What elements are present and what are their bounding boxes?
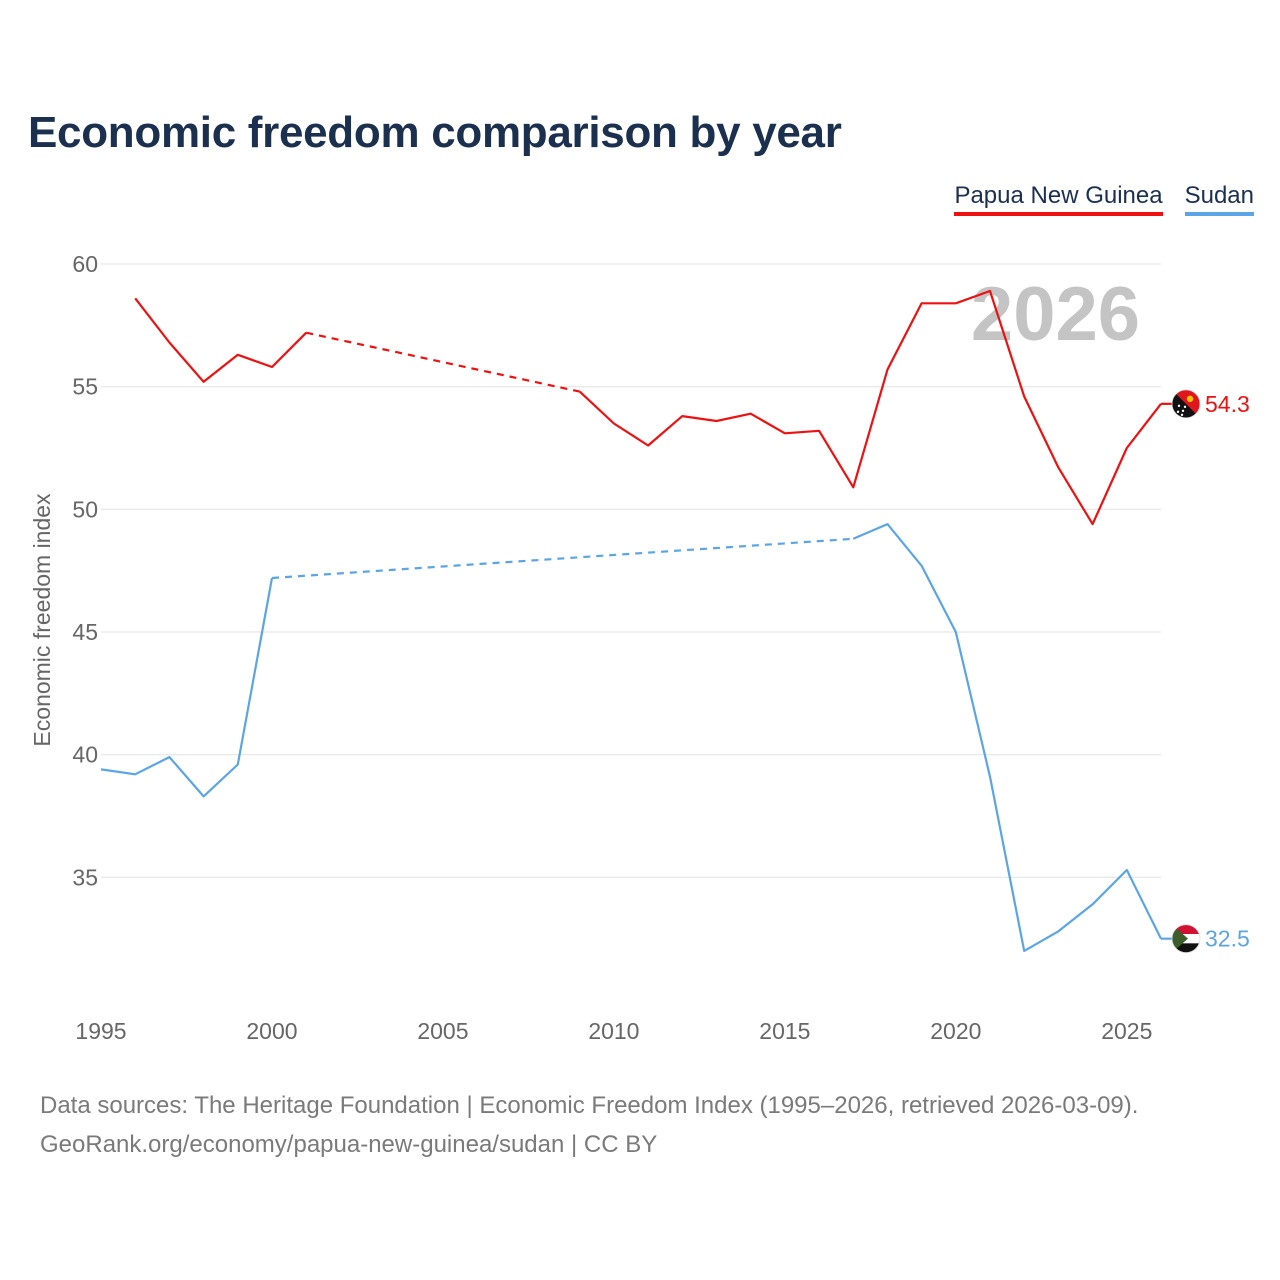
y-tick-label: 50: [72, 496, 98, 522]
y-axis-label: Economic freedom index: [29, 493, 55, 747]
series-line-papua-new-guinea-early: [134, 297, 307, 383]
series-line-papua-new-guinea-gap: [305, 331, 580, 393]
x-tick-label: 2010: [588, 1018, 639, 1044]
legend-item-papua-new-guinea[interactable]: Papua New Guinea: [954, 182, 1163, 216]
x-tick-label: 2015: [759, 1018, 810, 1044]
series-line-sudan: [852, 522, 1162, 953]
x-tick-label: 2000: [246, 1018, 297, 1044]
series-line-sudan-gap: [271, 537, 854, 580]
end-value-label-sudan: 32.5: [1205, 926, 1250, 952]
y-tick-label: 40: [72, 742, 98, 768]
papua-new-guinea-flag-icon: [1171, 389, 1201, 419]
y-tick-label: 55: [72, 374, 98, 400]
chart-legend: Papua New Guinea Sudan: [954, 182, 1254, 216]
x-tick-label: 2005: [417, 1018, 468, 1044]
x-tick-label: 2025: [1101, 1018, 1152, 1044]
series-line-sudan-early: [100, 577, 274, 798]
attribution-text: GeoRank.org/economy/papua-new-guinea/sud…: [40, 1131, 658, 1158]
watermark-year: 2026: [971, 272, 1140, 357]
x-tick-label: 1995: [75, 1018, 126, 1044]
y-tick-label: 45: [72, 619, 98, 645]
series-line-papua-new-guinea: [578, 289, 1162, 526]
y-tick-label: 60: [72, 251, 98, 277]
end-value-label-papua-new-guinea: 54.3: [1205, 391, 1250, 417]
legend-item-sudan[interactable]: Sudan: [1184, 182, 1254, 216]
y-tick-label: 35: [72, 864, 98, 890]
x-tick-label: 2020: [930, 1018, 981, 1044]
data-sources-text: Data sources: The Heritage Foundation | …: [40, 1092, 1139, 1119]
chart-title: Economic freedom comparison by year: [28, 108, 842, 157]
chart-footer: Data sources: The Heritage Foundation | …: [40, 1086, 1138, 1164]
sudan-flag-icon: [1171, 924, 1201, 954]
